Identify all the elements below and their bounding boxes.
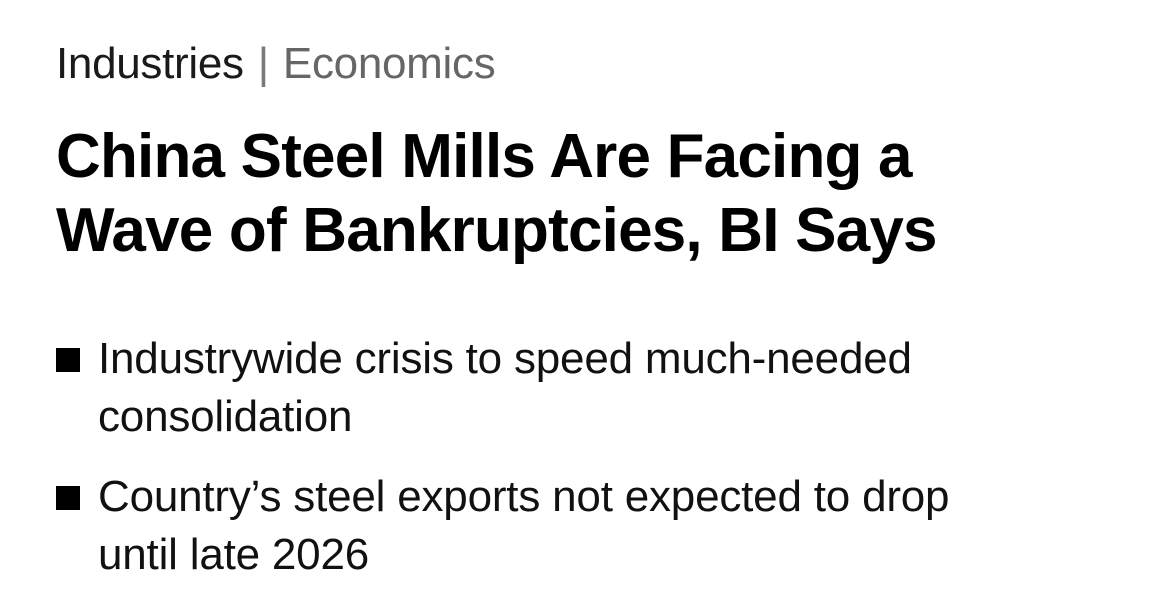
bullet-2-line-2: until late 2026	[98, 530, 369, 579]
bullet-1-line-1: Industrywide crisis to speed much-needed	[98, 334, 912, 383]
headline-line-2: Wave of Bankruptcies, BI Says	[56, 196, 938, 265]
summary-bullet-item: Country’s steel exports not expected to …	[56, 468, 1136, 584]
breadcrumb-economics-link[interactable]: Economics	[282, 39, 496, 88]
square-bullet-icon	[56, 348, 80, 372]
summary-bullet-text: Industrywide crisis to speed much-needed…	[98, 330, 1136, 446]
article-headline: China Steel Mills Are Facing a Wave of B…	[56, 120, 1136, 268]
breadcrumb-industries-link[interactable]: Industries	[56, 39, 244, 88]
summary-bullets: Industrywide crisis to speed much-needed…	[56, 330, 1136, 606]
bullet-1-line-2: consolidation	[98, 392, 353, 441]
summary-bullet-item: Industrywide crisis to speed much-needed…	[56, 330, 1136, 446]
bullet-2-line-1: Country’s steel exports not expected to …	[98, 472, 950, 521]
square-bullet-icon	[56, 486, 80, 510]
headline-line-1: China Steel Mills Are Facing a	[56, 122, 913, 191]
breadcrumb-separator: |	[257, 39, 269, 88]
summary-bullet-text: Country’s steel exports not expected to …	[98, 468, 1136, 584]
breadcrumb: Industries | Economics	[56, 38, 496, 90]
